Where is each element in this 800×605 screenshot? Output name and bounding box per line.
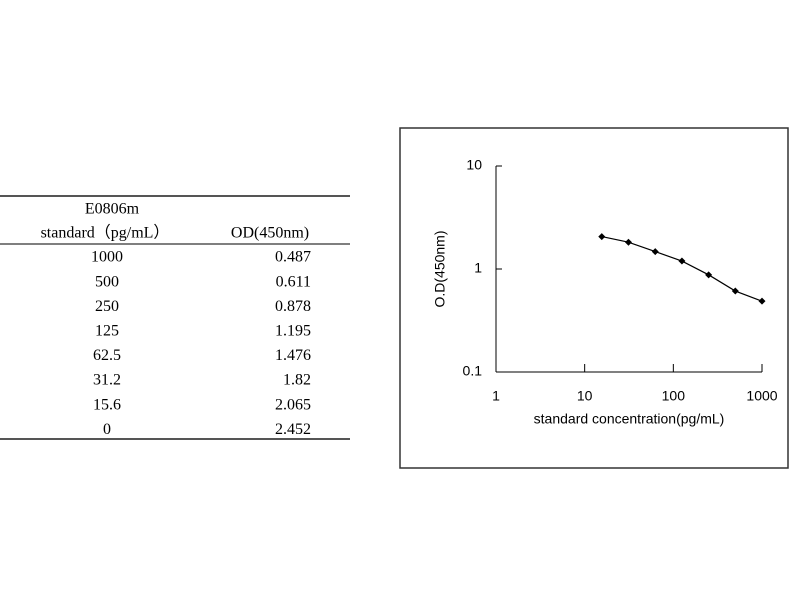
data-point bbox=[705, 271, 713, 279]
table-cell: 1000 bbox=[91, 249, 123, 266]
y-tick-label: 1 bbox=[474, 260, 482, 276]
data-point bbox=[758, 297, 766, 305]
table-cell: 62.5 bbox=[93, 347, 121, 364]
table-cell: 0.487 bbox=[275, 249, 311, 266]
y-tick-label: 10 bbox=[466, 157, 482, 173]
table-header: E0806m bbox=[85, 201, 140, 218]
chart-frame bbox=[399, 127, 789, 469]
table-cell: 500 bbox=[95, 273, 119, 290]
table-cell: 125 bbox=[95, 322, 119, 339]
data-point bbox=[731, 287, 739, 295]
x-tick-label: 1 bbox=[492, 388, 500, 404]
table-cell: 0.878 bbox=[275, 298, 311, 315]
table-cell: 2.452 bbox=[275, 421, 311, 438]
data-point bbox=[678, 257, 686, 265]
x-tick-label: 10 bbox=[577, 388, 593, 404]
x-axis-label: standard concentration(pg/mL) bbox=[534, 411, 725, 427]
table-cell: 1.476 bbox=[275, 347, 311, 364]
x-tick-label: 100 bbox=[662, 388, 686, 404]
table-cell: 15.6 bbox=[93, 396, 121, 413]
table-cell: 250 bbox=[95, 298, 119, 315]
table-cell: 1.195 bbox=[275, 322, 311, 339]
data-point bbox=[624, 238, 632, 246]
table-cell: 0 bbox=[103, 421, 111, 438]
data-point bbox=[651, 248, 659, 256]
table-header: OD(450nm) bbox=[231, 225, 309, 242]
table-cell: 1.82 bbox=[283, 372, 311, 389]
table-cell: 31.2 bbox=[93, 372, 121, 389]
table-header: standard（pg/mL） bbox=[41, 224, 170, 242]
y-axis-label: O.D(450nm) bbox=[432, 230, 448, 307]
y-tick-label: 0.1 bbox=[463, 363, 483, 379]
table-cell: 0.611 bbox=[276, 273, 311, 290]
x-tick-label: 1000 bbox=[746, 388, 777, 404]
table-cell: 2.065 bbox=[275, 396, 311, 413]
data-point bbox=[598, 233, 606, 241]
